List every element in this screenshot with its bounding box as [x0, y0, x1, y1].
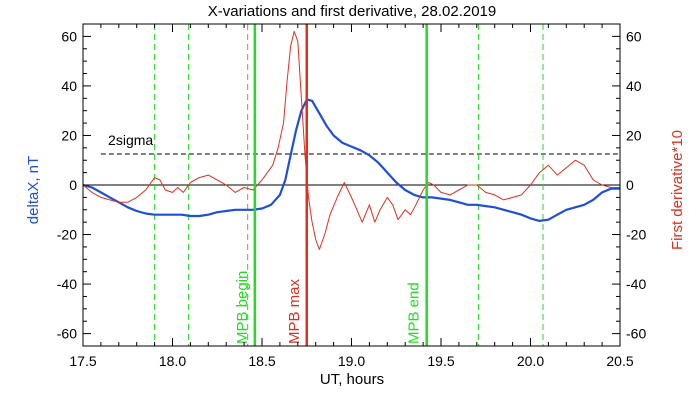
y-tick-label-right: 60	[626, 28, 642, 44]
y-tick-label-left: -60	[57, 326, 77, 342]
mpb-label: MPB max	[286, 278, 303, 344]
y-tick-label-right: 0	[626, 177, 634, 193]
y-tick-label-left: 40	[61, 78, 77, 94]
y-tick-label-right: 20	[626, 127, 642, 143]
mpb-label: MPB begin	[234, 271, 251, 344]
x-tick-label: 20.5	[606, 353, 633, 369]
x-tick-label: 17.5	[69, 353, 96, 369]
y-tick-label-right: -60	[626, 326, 646, 342]
y-axis-label-left: deltaX, nT	[25, 156, 42, 224]
mpb-label: MPB end	[406, 282, 423, 344]
y-tick-label-left: -40	[57, 276, 77, 292]
y-tick-label-right: 40	[626, 78, 642, 94]
y-axis-label-right: First derivative*10	[669, 130, 686, 250]
y-tick-label-right: -40	[626, 276, 646, 292]
y-tick-label-right: -20	[626, 227, 646, 243]
sigma-label: 2sigma	[108, 132, 153, 148]
x-tick-label: 20.0	[517, 353, 544, 369]
plot-area: 2sigma MPB begin MPB max MPB end 60 60 40 40 20 2…	[57, 23, 646, 369]
x-tick-label: 19.0	[338, 353, 365, 369]
deltax-series-line	[82, 98, 620, 222]
chart-title: X-variations and first derivative, 28.02…	[208, 3, 497, 20]
x-tick-label: 18.5	[248, 353, 275, 369]
x-axis-label: UT, hours	[320, 371, 384, 388]
x-tick-label: 19.5	[427, 353, 454, 369]
y-tick-label-left: 0	[69, 177, 77, 193]
derivative-series-line	[82, 30, 620, 250]
x-tick-label: 18.0	[159, 353, 186, 369]
y-tick-label-left: 20	[61, 127, 77, 143]
y-tick-label-left: 60	[61, 28, 77, 44]
y-tick-label-left: -20	[57, 227, 77, 243]
